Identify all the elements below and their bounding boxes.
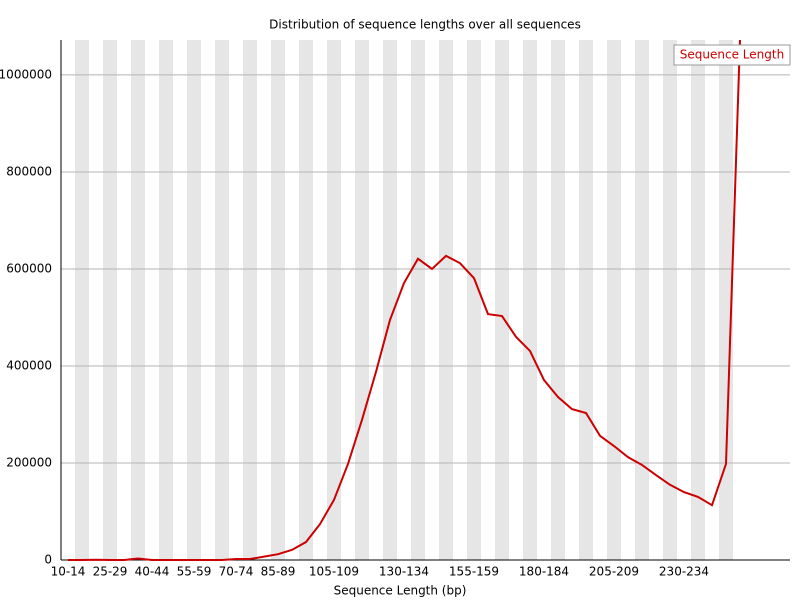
- stripe: [719, 40, 733, 560]
- x-tick-label: 205-209: [589, 565, 639, 579]
- stripe: [691, 40, 705, 560]
- stripe: [495, 40, 509, 560]
- stripe: [383, 40, 397, 560]
- x-tick-label: 40-44: [135, 565, 170, 579]
- x-tick-label: 10-14: [51, 565, 86, 579]
- stripe: [551, 40, 565, 560]
- stripe: [131, 40, 145, 560]
- legend-box: [673, 44, 791, 66]
- x-tick-label: 70-74: [219, 565, 254, 579]
- stripe: [607, 40, 621, 560]
- stripe: [467, 40, 481, 560]
- stripe: [299, 40, 313, 560]
- series-line: [68, 39, 741, 561]
- stripe: [103, 40, 117, 560]
- y-tick-label: 400000: [6, 358, 52, 372]
- x-tick-label: 55-59: [177, 565, 212, 579]
- stripe: [663, 40, 677, 560]
- x-tick-label: 25-29: [93, 565, 128, 579]
- stripe: [411, 40, 425, 560]
- stripe: [579, 40, 593, 560]
- y-tick-label: 0: [44, 553, 52, 567]
- stripe: [635, 40, 649, 560]
- y-tick-label: 200000: [6, 455, 52, 469]
- x-tick-label: 230-234: [659, 565, 709, 579]
- y-tick-label: 600000: [6, 261, 52, 275]
- stripe: [523, 40, 537, 560]
- legend-label: Sequence Length: [680, 48, 784, 62]
- stripe: [215, 40, 229, 560]
- stripe: [159, 40, 173, 560]
- x-tick-label: 180-184: [519, 565, 569, 579]
- y-tick-label: 1000000: [0, 67, 52, 81]
- chart-title: Distribution of sequence lengths over al…: [269, 18, 581, 32]
- x-tick-label: 155-159: [449, 565, 499, 579]
- stripe: [439, 40, 453, 560]
- stripe: [355, 40, 369, 560]
- x-tick-label: 85-89: [261, 565, 296, 579]
- stripe: [327, 40, 341, 560]
- x-tick-label: 130-134: [379, 565, 429, 579]
- stripe: [271, 40, 285, 560]
- stripe: [75, 40, 89, 560]
- stripe: [187, 40, 201, 560]
- x-axis-label: Sequence Length (bp): [334, 584, 467, 598]
- stripe: [243, 40, 257, 560]
- x-tick-label: 105-109: [309, 565, 359, 579]
- y-tick-label: 800000: [6, 164, 52, 178]
